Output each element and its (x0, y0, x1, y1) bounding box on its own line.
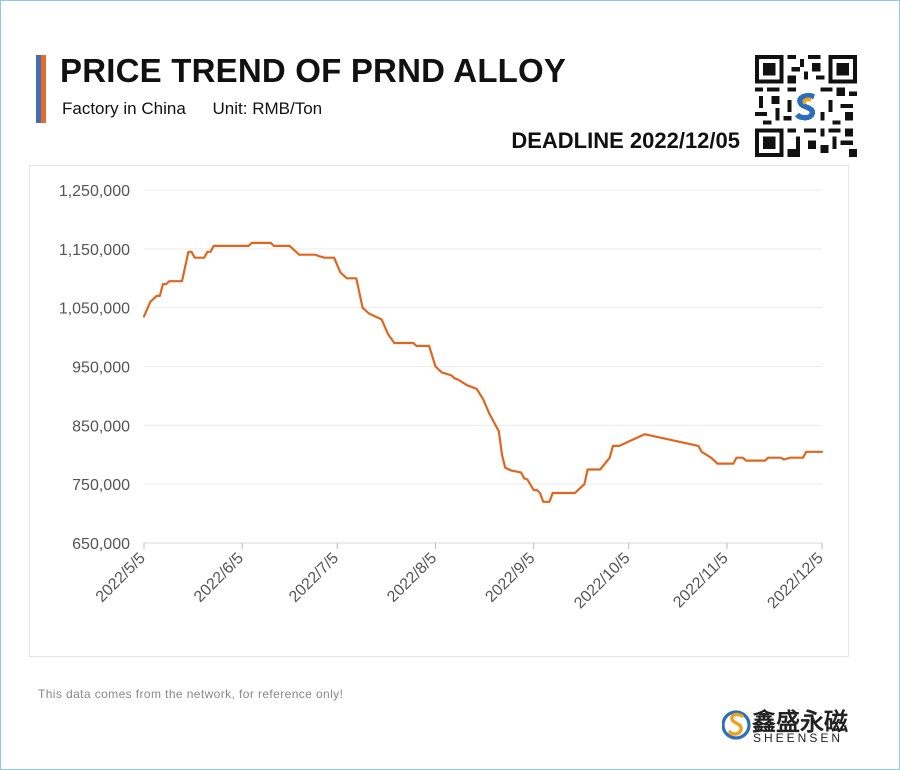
chart-subtitle: Factory in China Unit: RMB/Ton (62, 99, 322, 119)
x-tick-label: 2022/9/5 (482, 550, 538, 606)
chart-title: PRICE TREND OF PRND ALLOY (60, 52, 567, 89)
x-tick-label: 2022/6/5 (191, 550, 247, 606)
price-line-chart: 650,000 750,000 850,000 950,000 1,050,000 1,1… (59, 183, 827, 612)
qr-code-icon (755, 55, 857, 157)
x-tick-label: 2022/8/5 (384, 550, 440, 606)
y-tick-label: 1,050,000 (59, 301, 130, 318)
title-accent-bar (36, 55, 46, 123)
deadline-label: DEADLINE 2022/12/05 (511, 128, 740, 153)
subtitle-unit: Unit: RMB/Ton (212, 99, 323, 118)
brand-name-cn: 鑫盛永磁 (752, 708, 848, 736)
brand-logo: 鑫盛永磁 SHEENSEN (722, 702, 852, 748)
y-tick-label: 750,000 (72, 477, 130, 494)
x-tick-label: 2022/12/5 (764, 550, 826, 612)
y-tick-label: 850,000 (72, 418, 130, 435)
y-tick-label: 1,150,000 (59, 242, 130, 259)
brand-name-en: SHEENSEN (753, 731, 844, 745)
sheensen-logo-icon (722, 710, 751, 740)
y-tick-label: 650,000 (72, 536, 130, 553)
x-tick-label: 2022/5/5 (93, 550, 149, 606)
price-series-line (142, 241, 824, 503)
disclaimer-note: This data comes from the network, for re… (38, 687, 344, 701)
x-tick-label: 2022/7/5 (286, 550, 342, 606)
x-tick-label: 2022/11/5 (670, 550, 732, 612)
y-tick-label: 1,250,000 (59, 183, 130, 200)
chart-panel: 650,000 750,000 850,000 950,000 1,050,000 1,1… (29, 165, 849, 657)
y-tick-label: 950,000 (72, 360, 130, 377)
subtitle-factory: Factory in China (62, 99, 186, 118)
x-tick-label: 2022/10/5 (571, 550, 633, 612)
